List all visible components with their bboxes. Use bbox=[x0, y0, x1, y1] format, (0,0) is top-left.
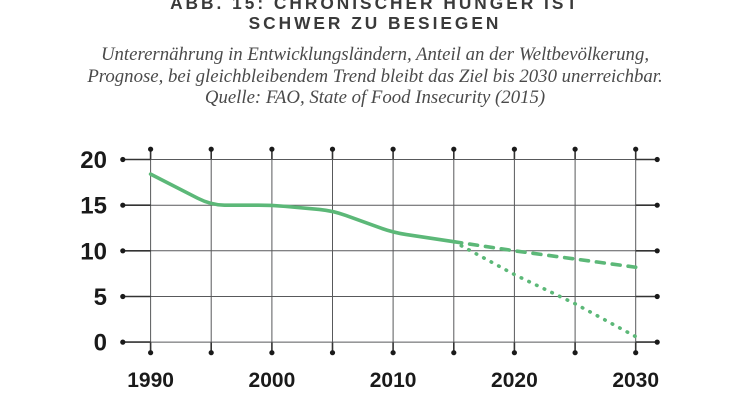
svg-text:2000: 2000 bbox=[249, 369, 296, 392]
svg-text:1990: 1990 bbox=[127, 369, 174, 392]
svg-text:15: 15 bbox=[80, 193, 107, 220]
svg-text:2030: 2030 bbox=[612, 369, 659, 392]
svg-text:0: 0 bbox=[94, 330, 107, 357]
svg-text:20: 20 bbox=[80, 147, 107, 174]
svg-text:10: 10 bbox=[80, 238, 107, 265]
svg-text:2020: 2020 bbox=[491, 369, 538, 392]
svg-text:5: 5 bbox=[94, 284, 107, 311]
svg-text:2010: 2010 bbox=[370, 369, 417, 392]
